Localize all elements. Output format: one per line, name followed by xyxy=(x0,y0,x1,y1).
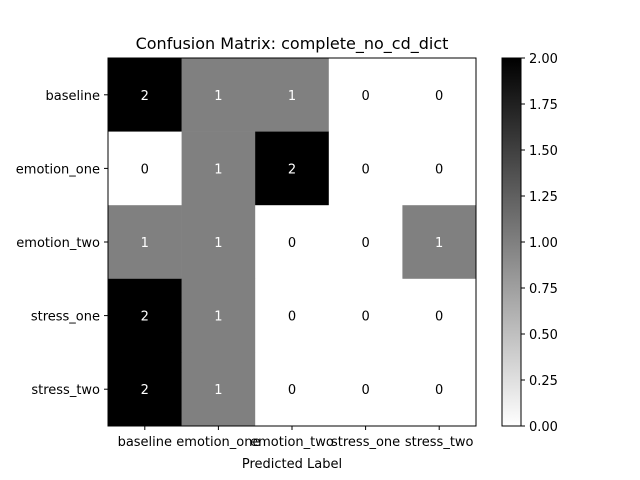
cell-value-label: 0 xyxy=(361,310,369,325)
colorbar-tick-label: 1.25 xyxy=(529,190,558,205)
heatmap-cell xyxy=(181,58,256,132)
cell-value-label: 0 xyxy=(288,236,296,251)
heatmap-cell xyxy=(255,205,330,280)
cell-value-label: 0 xyxy=(361,383,369,398)
heatmap-cell xyxy=(108,58,182,132)
heatmap-cell xyxy=(181,131,256,206)
colorbar-tick-label: 1.75 xyxy=(529,98,558,113)
heatmap-cell xyxy=(108,131,182,206)
colorbar-gradient xyxy=(502,58,521,426)
colorbar-tick-label: 2.00 xyxy=(529,52,558,67)
heatmap-cell xyxy=(108,352,182,427)
heatmap-cell xyxy=(108,278,182,353)
cell-value-label: 0 xyxy=(361,162,369,177)
cell-value-label: 0 xyxy=(435,162,443,177)
colorbar-tick-label: 0.50 xyxy=(529,328,558,343)
cell-value-label: 1 xyxy=(214,383,222,398)
x-tick-label: baseline xyxy=(118,435,172,450)
x-tick-label: stress_two xyxy=(405,435,474,450)
y-tick-label: baseline xyxy=(46,89,100,104)
heatmap-cell xyxy=(328,131,403,206)
heatmap-cell xyxy=(328,58,403,132)
cell-value-label: 1 xyxy=(214,89,222,104)
x-tick-label: emotion_two xyxy=(250,435,334,450)
x-axis-ticks: baseline emotion_oneemotion_twostress_one… xyxy=(118,426,474,450)
heatmap-cell xyxy=(181,278,256,353)
cell-value-label: 0 xyxy=(435,383,443,398)
cell-value-label: 1 xyxy=(288,89,296,104)
cell-value-label: 0 xyxy=(288,383,296,398)
cell-value-label: 0 xyxy=(435,310,443,325)
cell-value-label: 2 xyxy=(141,383,149,398)
cell-value-label: 1 xyxy=(141,236,149,251)
y-tick-label: stress_one xyxy=(31,310,100,325)
heatmap-cell xyxy=(255,131,330,206)
x-tick-label: stress_one xyxy=(331,435,400,450)
y-tick-label: emotion_one xyxy=(16,162,100,177)
cell-value-label: 0 xyxy=(361,236,369,251)
cell-value-label: 1 xyxy=(435,236,443,251)
heatmap-cell xyxy=(402,58,477,132)
cell-value-label: 2 xyxy=(288,162,296,177)
colorbar-tick-label: 0.75 xyxy=(529,282,558,297)
x-tick-label: emotion_one xyxy=(176,435,260,450)
y-tick-label: stress_two xyxy=(31,383,100,398)
cell-value-label: 0 xyxy=(435,89,443,104)
heatmap-cell xyxy=(108,205,182,280)
colorbar-tick-label: 0.25 xyxy=(529,374,558,389)
heatmap-cell xyxy=(402,352,477,427)
y-tick-label: emotion_two xyxy=(16,236,100,251)
colorbar-tick-label: 1.50 xyxy=(529,144,558,159)
cell-value-label: 0 xyxy=(288,310,296,325)
heatmap-cell xyxy=(181,352,256,427)
cell-value-label: 0 xyxy=(141,162,149,177)
cell-value-labels: 2 1 1 0 0 0 1 2 0 0 1 1 0 0 1 2 1 0 0 0 2 1 0 0 0 xyxy=(141,89,444,398)
cell-value-label: 1 xyxy=(214,162,222,177)
heatmap-cell xyxy=(328,352,403,427)
cell-value-label: 2 xyxy=(141,89,149,104)
colorbar-tick-label: 0.00 xyxy=(529,420,558,435)
cell-value-label: 1 xyxy=(214,310,222,325)
cell-value-label: 1 xyxy=(214,236,222,251)
colorbar-tick-label: 1.00 xyxy=(529,236,558,251)
heatmap-cell xyxy=(328,205,403,280)
y-axis-ticks: baseline emotion_one emotion_two stress_one… xyxy=(16,89,108,398)
cell-value-label: 0 xyxy=(361,89,369,104)
x-axis-label: Predicted Label xyxy=(242,457,342,472)
heatmap-cell xyxy=(255,352,330,427)
cell-value-label: 2 xyxy=(141,310,149,325)
chart-title: Confusion Matrix: complete_no_cd_dict xyxy=(136,34,449,54)
heatmap-cells xyxy=(108,58,477,427)
heatmap-cell xyxy=(181,205,256,280)
heatmap-cell xyxy=(328,278,403,353)
colorbar: 0.00 0.25 0.50 0.75 1.00 1.25 1.50 1.75 2.00 xyxy=(501,52,558,435)
heatmap-cell xyxy=(402,205,477,280)
heatmap-cell xyxy=(402,131,477,206)
heatmap-cell xyxy=(255,278,330,353)
heatmap-cell xyxy=(255,58,330,132)
heatmap-cell xyxy=(402,278,477,353)
